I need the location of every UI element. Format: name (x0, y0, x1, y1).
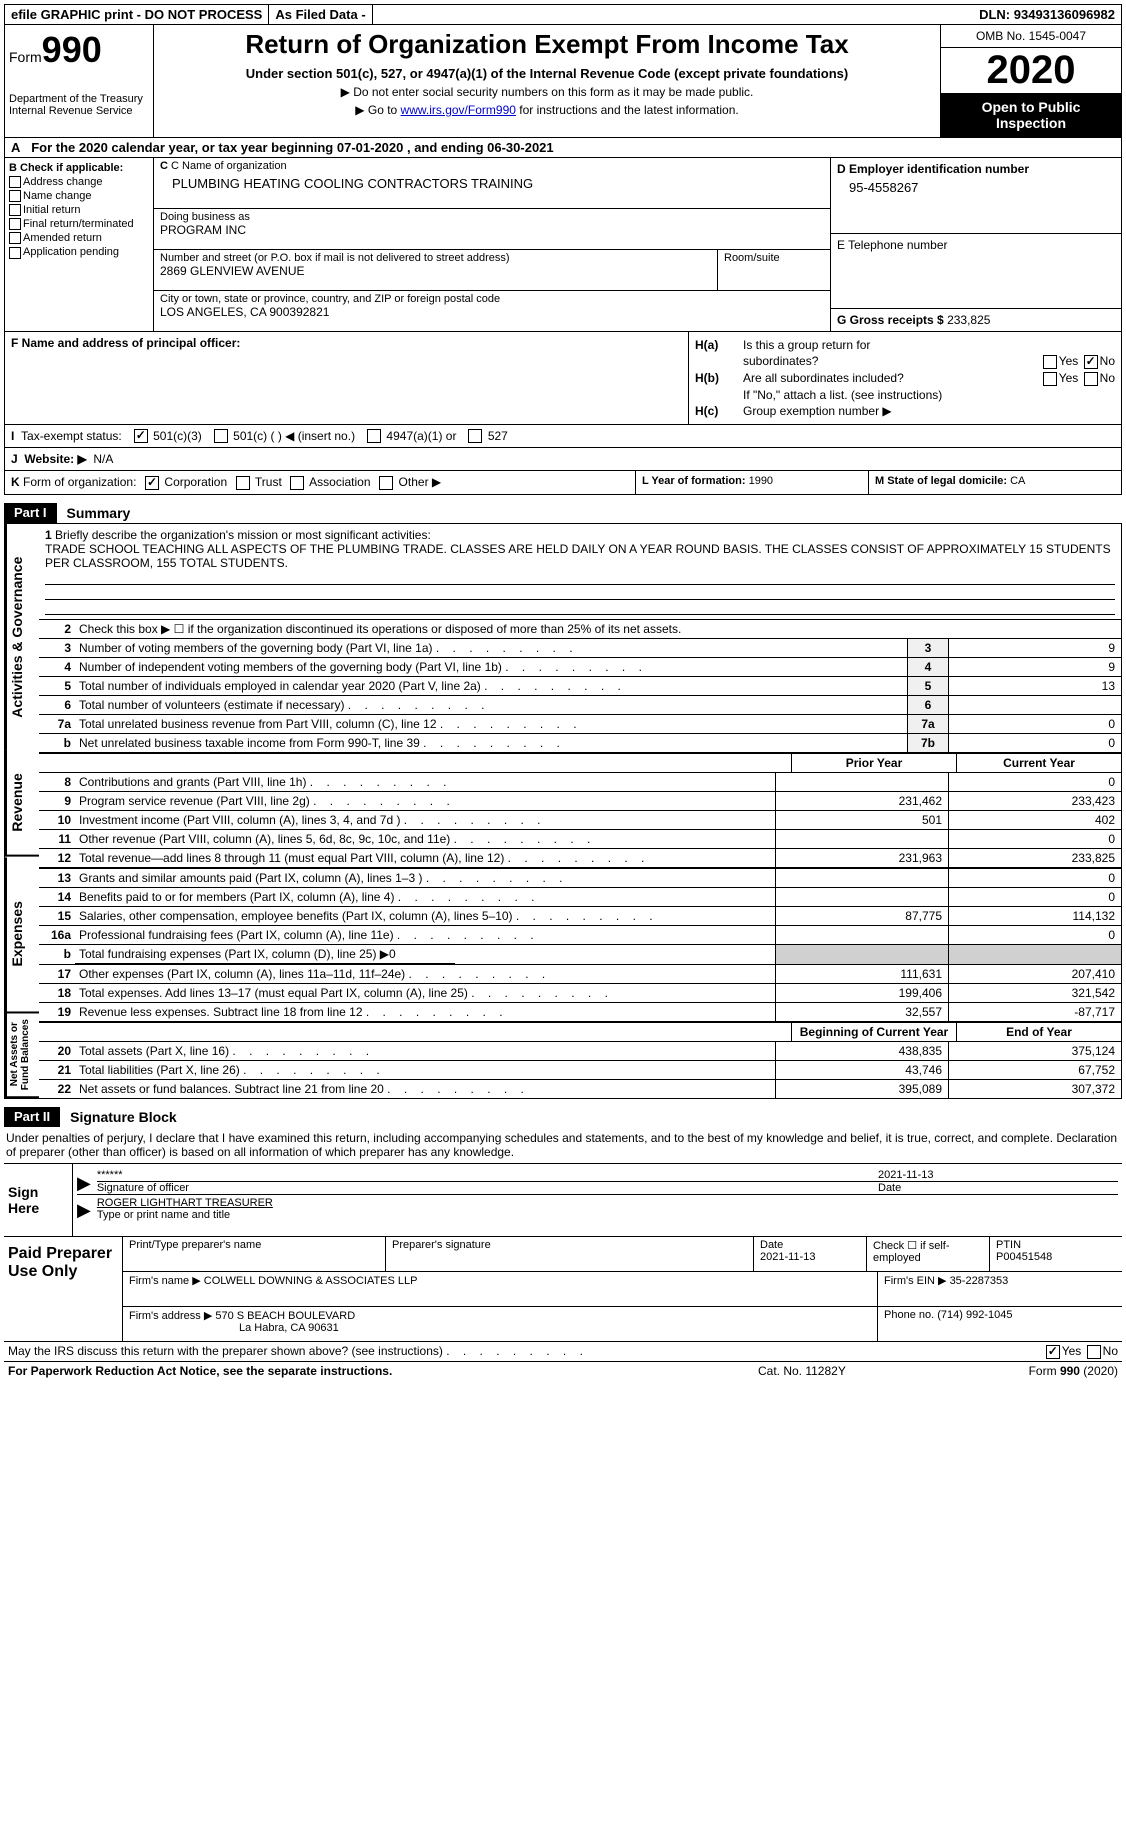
cb-501c[interactable] (214, 429, 228, 443)
row-k: K Form of organization: ✓ Corporation Tr… (4, 471, 1122, 495)
city-state-zip: LOS ANGELES, CA 900392821 (160, 305, 824, 319)
org-name: PLUMBING HEATING COOLING CONTRACTORS TRA… (160, 176, 824, 191)
ha-yes[interactable] (1043, 355, 1057, 369)
line-2: 2 Check this box ▶ ☐ if the organization… (39, 620, 1121, 639)
cb-address-change[interactable] (9, 176, 21, 188)
line-15: 15 Salaries, other compensation, employe… (39, 907, 1121, 926)
efile-notice: efile GRAPHIC print - DO NOT PROCESS (5, 5, 269, 24)
discuss-yes[interactable]: ✓ (1046, 1345, 1060, 1359)
line-19: 19 Revenue less expenses. Subtract line … (39, 1003, 1121, 1021)
open-to-public: Open to Public Inspection (941, 93, 1121, 137)
hb-no[interactable] (1084, 372, 1098, 386)
cb-name-change[interactable] (9, 190, 21, 202)
discuss-row: May the IRS discuss this return with the… (4, 1342, 1122, 1361)
tax-year: 2020 (941, 48, 1121, 93)
gross-receipts: 233,825 (947, 313, 990, 327)
form-id-block: Form990 Department of the Treasury Inter… (5, 25, 154, 137)
cb-initial-return[interactable] (9, 204, 21, 216)
ha-no[interactable]: ✓ (1084, 355, 1098, 369)
col-b-checkboxes: B Check if applicable: Address change Na… (5, 158, 154, 331)
row-j: J Website: ▶ N/A (4, 448, 1122, 471)
line-9: 9 Program service revenue (Part VIII, li… (39, 792, 1121, 811)
as-filed: As Filed Data - (269, 5, 372, 24)
cb-527[interactable] (468, 429, 482, 443)
line-12: 12 Total revenue—add lines 8 through 11 … (39, 849, 1121, 867)
cb-corp[interactable]: ✓ (145, 476, 159, 490)
beg-end-header: Beginning of Current Year End of Year (39, 1021, 1121, 1042)
irs-link[interactable]: www.irs.gov/Form990 (401, 103, 516, 117)
footer: For Paperwork Reduction Act Notice, see … (4, 1361, 1122, 1380)
line-b: b Total fundraising expenses (Part IX, c… (39, 945, 1121, 965)
cb-other[interactable] (379, 476, 393, 490)
line-14: 14 Benefits paid to or for members (Part… (39, 888, 1121, 907)
line-18: 18 Total expenses. Add lines 13–17 (must… (39, 984, 1121, 1003)
cb-amended[interactable] (9, 232, 21, 244)
officer-name: ROGER LIGHTHART TREASURER (97, 1197, 1118, 1209)
cb-trust[interactable] (236, 476, 250, 490)
line-13: 13 Grants and similar amounts paid (Part… (39, 869, 1121, 888)
sig-jurat: Under penalties of perjury, I declare th… (4, 1127, 1122, 1163)
line-4: 4 Number of independent voting members o… (39, 658, 1121, 677)
prior-current-header: Prior Year Current Year (39, 752, 1121, 773)
street-address: 2869 GLENVIEW AVENUE (160, 264, 711, 278)
line-11: 11 Other revenue (Part VIII, column (A),… (39, 830, 1121, 849)
form-header: Form990 Department of the Treasury Inter… (4, 25, 1122, 138)
sign-here-block: Sign Here ▶ ****** Signature of officer … (4, 1163, 1122, 1237)
summary-table: Activities & Governance Revenue Expenses… (4, 523, 1122, 1099)
cb-final-return[interactable] (9, 218, 21, 230)
form-990-page: efile GRAPHIC print - DO NOT PROCESS As … (4, 4, 1122, 1380)
dln: DLN: 93493136096982 (973, 5, 1121, 24)
part-i-header: Part I Summary (4, 503, 1122, 523)
hb-yes[interactable] (1043, 372, 1057, 386)
line-7a: 7a Total unrelated business revenue from… (39, 715, 1121, 734)
line-3: 3 Number of voting members of the govern… (39, 639, 1121, 658)
discuss-no[interactable] (1087, 1345, 1101, 1359)
line-22: 22 Net assets or fund balances. Subtract… (39, 1080, 1121, 1098)
row-a: A For the 2020 calendar year, or tax yea… (4, 138, 1122, 158)
cb-assoc[interactable] (290, 476, 304, 490)
part-ii-header: Part II Signature Block (4, 1107, 1122, 1127)
line-17: 17 Other expenses (Part IX, column (A), … (39, 965, 1121, 984)
line-10: 10 Investment income (Part VIII, column … (39, 811, 1121, 830)
cb-501c3[interactable]: ✓ (134, 429, 148, 443)
cb-app-pending[interactable] (9, 247, 21, 259)
line-21: 21 Total liabilities (Part X, line 26) 4… (39, 1061, 1121, 1080)
section-fh: F Name and address of principal officer:… (4, 332, 1122, 425)
line-20: 20 Total assets (Part X, line 16) 438,83… (39, 1042, 1121, 1061)
line-16a: 16a Professional fundraising fees (Part … (39, 926, 1121, 945)
form-title: Return of Organization Exempt From Incom… (158, 29, 936, 60)
row-i: I Tax-exempt status: ✓ 501(c)(3) 501(c) … (4, 425, 1122, 449)
cb-4947[interactable] (367, 429, 381, 443)
omb-number: OMB No. 1545-0047 (941, 25, 1121, 48)
line-6: 6 Total number of volunteers (estimate i… (39, 696, 1121, 715)
ein: 95-4558267 (837, 180, 1115, 195)
topbar: efile GRAPHIC print - DO NOT PROCESS As … (4, 4, 1122, 25)
paid-preparer-block: Paid Preparer Use Only Print/Type prepar… (4, 1237, 1122, 1342)
line-8: 8 Contributions and grants (Part VIII, l… (39, 773, 1121, 792)
line-5: 5 Total number of individuals employed i… (39, 677, 1121, 696)
line-1-mission: 1 Briefly describe the organization's mi… (39, 524, 1121, 620)
dba: PROGRAM INC (160, 223, 824, 237)
section-bcdeg: B Check if applicable: Address change Na… (4, 158, 1122, 332)
line-b: b Net unrelated business taxable income … (39, 734, 1121, 752)
